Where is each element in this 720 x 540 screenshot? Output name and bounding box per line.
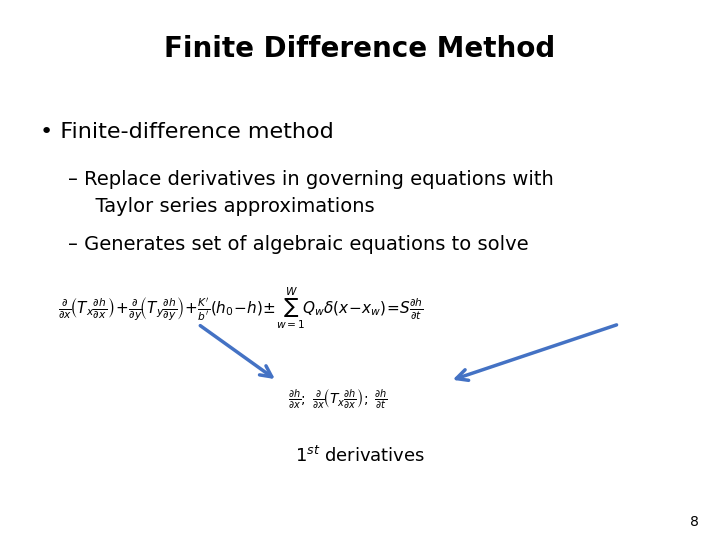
Text: 8: 8	[690, 515, 698, 529]
Text: $\frac{\partial h}{\partial x};\;\frac{\partial}{\partial x}\!\left(T_x\frac{\pa: $\frac{\partial h}{\partial x};\;\frac{\…	[289, 388, 388, 411]
Text: – Generates set of algebraic equations to solve: – Generates set of algebraic equations t…	[68, 235, 529, 254]
Text: Finite Difference Method: Finite Difference Method	[164, 35, 556, 63]
Text: • Finite-difference method: • Finite-difference method	[40, 122, 333, 141]
Text: – Replace derivatives in governing equations with: – Replace derivatives in governing equat…	[68, 170, 554, 189]
Text: $1^{st}$ derivatives: $1^{st}$ derivatives	[295, 446, 425, 467]
Text: Taylor series approximations: Taylor series approximations	[83, 197, 374, 216]
Text: $\frac{\partial}{\partial x}\!\left(T_x\frac{\partial h}{\partial x}\right)\!+\!: $\frac{\partial}{\partial x}\!\left(T_x\…	[58, 285, 423, 330]
